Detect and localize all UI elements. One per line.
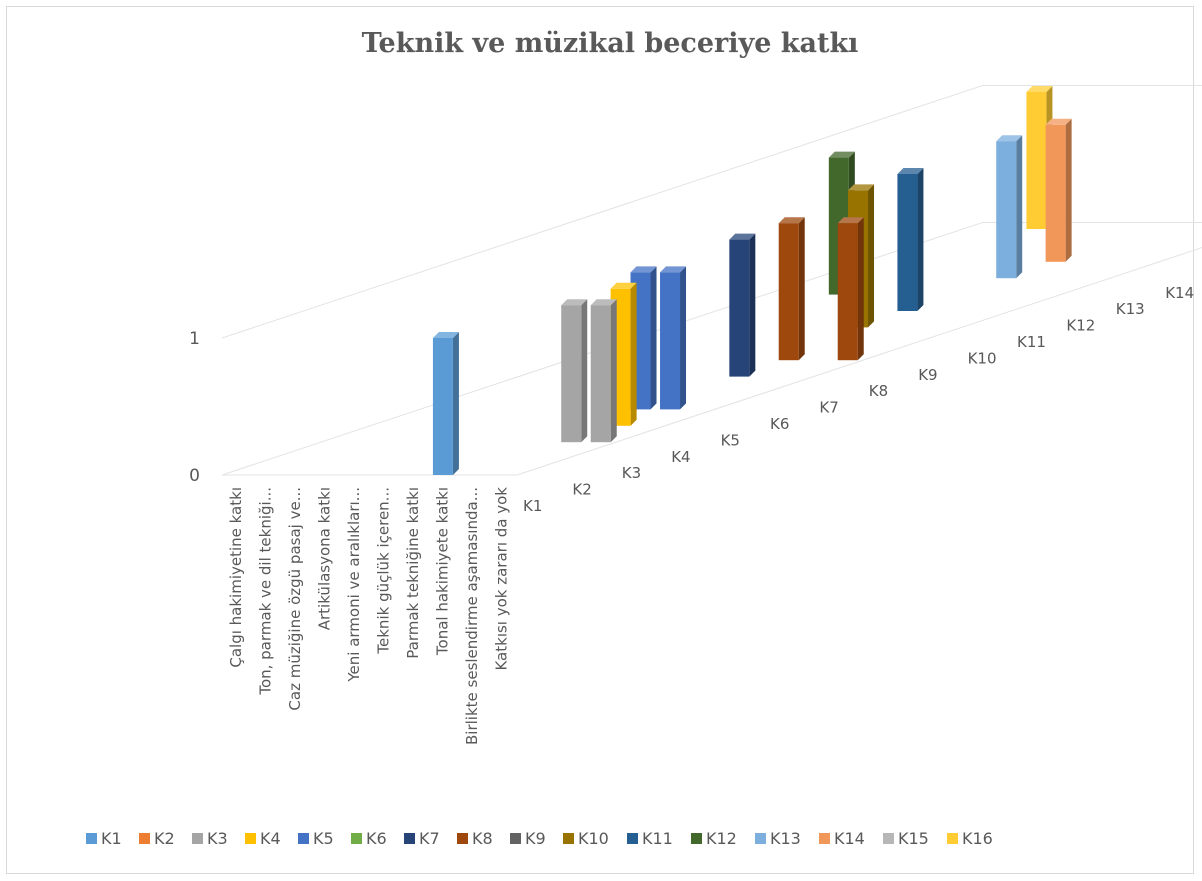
bar-K11-7 <box>897 168 924 311</box>
category-label: Yeni armoni ve aralıkları... <box>345 487 363 683</box>
legend-label: K7 <box>419 829 440 848</box>
legend-item-K13: K13 <box>755 829 801 848</box>
category-label: Birlikte seslendirme aşamasında... <box>463 487 481 745</box>
legend-item-K1: K1 <box>86 829 122 848</box>
legend-item-K14: K14 <box>819 829 865 848</box>
bar-K8-8 <box>778 217 805 361</box>
legend-label: K1 <box>101 829 122 848</box>
legend-item-K11: K11 <box>627 829 673 848</box>
bars-layer <box>432 86 1072 475</box>
bar-K7-8 <box>729 233 756 377</box>
legend-label: K16 <box>962 829 993 848</box>
legend-item-K16: K16 <box>947 829 993 848</box>
depth-label: K12 <box>1066 317 1095 335</box>
bar-K8-10 <box>837 217 864 361</box>
category-label: Tonal hakimiyete katkı <box>433 487 451 656</box>
legend-item-K8: K8 <box>457 829 493 848</box>
depth-label: K9 <box>918 366 937 384</box>
legend-label: K2 <box>154 829 175 848</box>
gridline <box>221 84 1202 339</box>
legend-label: K15 <box>898 829 929 848</box>
labels-layer: 0 1 Çalgı hakimiyetine katkı Ton, parmak ve… <box>189 284 1194 745</box>
legend-label: K9 <box>525 829 546 848</box>
bar-K14-7 <box>1045 118 1072 262</box>
bar-K13-7 <box>996 135 1023 279</box>
legend-item-K9: K9 <box>510 829 546 848</box>
legend-label: K8 <box>472 829 493 848</box>
legend-label: K13 <box>770 829 801 848</box>
depth-label: K1 <box>523 497 542 515</box>
legend-item-K2: K2 <box>139 829 175 848</box>
legend-label: K6 <box>366 829 387 848</box>
depth-label: K14 <box>1165 284 1194 302</box>
depth-label: K8 <box>869 382 888 400</box>
gridline <box>221 221 1202 476</box>
depth-label: K6 <box>770 415 789 433</box>
bar-K3-9 <box>561 299 588 443</box>
legend-item-K5: K5 <box>298 829 334 848</box>
floor-edge <box>222 247 1202 476</box>
y-tick-label: 1 <box>189 329 200 349</box>
grid-layer <box>221 84 1202 476</box>
depth-label: K13 <box>1116 300 1145 318</box>
legend-item-K12: K12 <box>691 829 737 848</box>
category-label: Teknik güçlük içeren... <box>374 487 392 655</box>
legend-label: K10 <box>578 829 609 848</box>
legend-item-K7: K7 <box>404 829 440 848</box>
chart-title: Teknik ve müzikal beceriye katkı <box>362 28 859 59</box>
depth-label: K3 <box>622 464 641 482</box>
depth-label: K10 <box>968 349 997 367</box>
legend-label: K4 <box>260 829 281 848</box>
depth-label: K11 <box>1017 333 1046 351</box>
legend-label: K12 <box>706 829 737 848</box>
category-label: Caz müziğine özgü pasaj ve... <box>286 487 304 711</box>
legend-label: K11 <box>642 829 673 848</box>
bar-K3-10 <box>590 299 617 443</box>
category-label: Artikülasyona katkı <box>315 487 333 630</box>
legend-item-K4: K4 <box>245 829 281 848</box>
category-label: Çalgı hakimiyetine katkı <box>227 487 245 668</box>
legend-layer: K1 K2 K3 K4 K5 K6 K7 K8 K9 K10 K11 K12 K13 K14 K15 K16 <box>86 829 993 848</box>
bar-K1-8 <box>432 332 459 475</box>
category-label: Ton, parmak ve dil tekniği... <box>256 487 274 696</box>
depth-label: K2 <box>572 481 591 499</box>
legend-label: K5 <box>313 829 334 848</box>
legend-label: K3 <box>207 829 228 848</box>
bar-K5-9 <box>660 266 687 410</box>
legend-item-K3: K3 <box>192 829 228 848</box>
legend-item-K15: K15 <box>883 829 929 848</box>
legend-item-K6: K6 <box>351 829 387 848</box>
category-label: Katkısı yok zararı da yok <box>492 487 510 671</box>
y-tick-label: 0 <box>189 466 200 486</box>
legend-item-K10: K10 <box>563 829 609 848</box>
depth-label: K4 <box>671 448 690 466</box>
legend-label: K14 <box>834 829 865 848</box>
depth-label: K5 <box>721 431 740 449</box>
depth-label: K7 <box>819 399 838 417</box>
category-label: Parmak tekniğine katkı <box>404 487 422 659</box>
